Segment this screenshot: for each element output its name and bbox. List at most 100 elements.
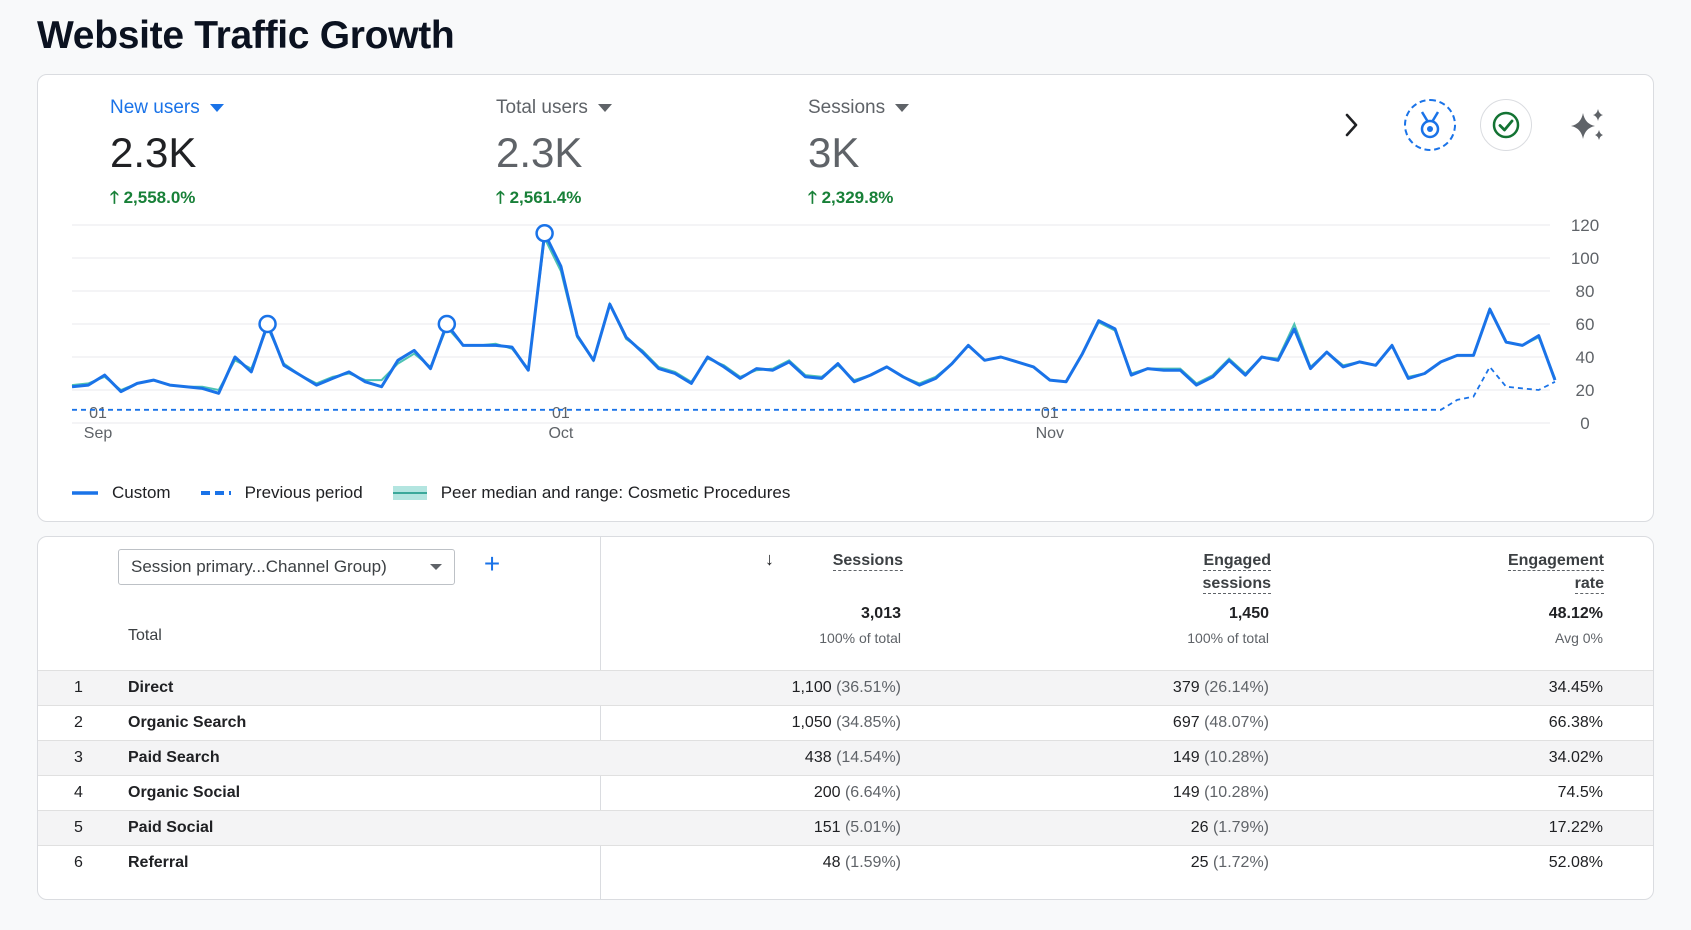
row-rate: 74.5% <box>1557 784 1603 801</box>
table-row[interactable]: 1 Direct 1,100 (36.51%) 379 (26.14%) 34.… <box>38 670 1653 705</box>
check-circle-icon[interactable] <box>1480 99 1532 151</box>
caret-down-icon <box>209 104 224 112</box>
x-tick-day: 01 <box>89 405 107 422</box>
data-point-marker <box>535 224 554 243</box>
legend-previous-period[interactable]: Previous period <box>200 483 363 503</box>
add-dimension-button[interactable]: + <box>483 548 501 579</box>
legend-label: Peer median and range: Cosmetic Procedur… <box>440 483 791 502</box>
channel-table-card: Session primary...Channel Group) + ↓ Ses… <box>37 536 1654 900</box>
header-engagement-rate[interactable]: Engagement rate <box>1507 552 1604 594</box>
data-point-marker <box>258 314 277 334</box>
y-tick-label: 0 <box>1580 414 1589 433</box>
x-tick-day: 01 <box>552 405 570 422</box>
row-index: 5 <box>74 819 83 836</box>
row-rate: 34.02% <box>1548 749 1603 766</box>
y-tick-label: 60 <box>1576 315 1595 334</box>
row-rate: 17.22% <box>1548 819 1603 836</box>
metric-delta: 🡑 2,329.8% <box>808 188 894 207</box>
table-row[interactable]: 6 Referral 48 (1.59%) 25 (1.72%) 52.08% <box>38 845 1653 880</box>
y-tick-label: 40 <box>1576 348 1595 367</box>
table-row[interactable]: 4 Organic Social 200 (6.64%) 149 (10.28%… <box>38 775 1653 810</box>
total-rate: 48.12% <box>1548 605 1603 622</box>
row-index: 2 <box>74 714 83 731</box>
x-tick-month: Oct <box>548 425 573 442</box>
dimension-select-value: Session primary...Channel Group) <box>131 557 387 576</box>
caret-down-icon <box>597 104 612 112</box>
total-engaged-sub: 100% of total <box>1187 630 1269 646</box>
metric-delta: 🡑 2,558.0% <box>110 188 196 207</box>
row-sessions: 48 (1.59%) <box>822 854 901 871</box>
row-engaged: 379 (26.14%) <box>1172 679 1269 696</box>
total-sessions: 3,013 <box>860 605 901 622</box>
x-tick-day: 01 <box>1041 405 1059 422</box>
row-name[interactable]: Paid Search <box>128 749 220 766</box>
row-index: 6 <box>74 854 83 871</box>
traffic-line-chart: 0 20 40 60 80 100 120 01 Sep 01 Oct 01 Nov <box>71 216 1599 442</box>
row-rate: 34.45% <box>1548 679 1603 696</box>
x-tick-month: Sep <box>84 425 113 442</box>
series-line-previous-period <box>72 365 1556 411</box>
metric-total-users[interactable]: Total users 2.3K 🡑 2,561.4% <box>496 97 612 214</box>
y-tick-label: 80 <box>1576 282 1595 301</box>
series-line-custom <box>71 231 1557 395</box>
table-row[interactable]: 5 Paid Social 151 (5.01%) 26 (1.79%) 17.… <box>38 810 1653 845</box>
row-engaged: 25 (1.72%) <box>1190 854 1269 871</box>
row-rate: 52.08% <box>1548 854 1603 871</box>
total-rate-sub: Avg 0% <box>1555 630 1603 646</box>
range-band-swatch <box>392 486 427 500</box>
x-tick-month: Nov <box>1036 425 1064 442</box>
row-engaged: 149 (10.28%) <box>1172 749 1269 766</box>
metric-label: Total users <box>496 97 588 118</box>
table-row[interactable]: 2 Organic Search 1,050 (34.85%) 697 (48.… <box>38 705 1653 740</box>
solid-line-swatch <box>72 491 98 495</box>
total-sessions-sub: 100% of total <box>819 630 901 646</box>
row-name[interactable]: Referral <box>128 854 189 871</box>
dimension-select[interactable]: Session primary...Channel Group) <box>118 549 455 585</box>
row-name[interactable]: Organic Social <box>128 784 241 801</box>
row-sessions: 151 (5.01%) <box>813 819 901 836</box>
total-engaged: 1,450 <box>1228 605 1269 622</box>
row-index: 4 <box>74 784 83 801</box>
metric-label: Sessions <box>808 97 886 118</box>
sort-descending-icon[interactable]: ↓ <box>765 549 774 569</box>
metric-sessions[interactable]: Sessions 3K 🡑 2,329.8% <box>808 97 910 214</box>
row-rate: 66.38% <box>1548 714 1603 731</box>
sparkle-icon[interactable] <box>1562 99 1614 151</box>
metric-value: 3K <box>808 129 860 176</box>
legend-label: Custom <box>112 483 171 502</box>
metric-value: 2.3K <box>496 129 583 176</box>
y-tick-label: 20 <box>1576 381 1595 400</box>
metric-label: New users <box>110 97 200 118</box>
row-sessions: 1,050 (34.85%) <box>791 714 901 731</box>
chevron-right-icon[interactable] <box>1325 99 1377 151</box>
chart-legend: Custom Previous period Peer median and r… <box>72 483 820 503</box>
medal-icon[interactable] <box>1404 99 1456 151</box>
metric-delta: 🡑 2,561.4% <box>496 188 582 207</box>
caret-down-icon <box>895 104 910 112</box>
row-sessions: 438 (14.54%) <box>804 749 901 766</box>
row-sessions: 1,100 (36.51%) <box>791 679 901 696</box>
legend-custom[interactable]: Custom <box>72 483 171 503</box>
metric-new-users[interactable]: New users 2.3K 🡑 2,558.0% <box>110 97 224 214</box>
header-sessions[interactable]: Sessions <box>832 552 903 571</box>
header-engaged-sessions[interactable]: Engaged sessions <box>1202 552 1271 594</box>
legend-peer[interactable]: Peer median and range: Cosmetic Procedur… <box>392 483 791 503</box>
row-engaged: 149 (10.28%) <box>1172 784 1269 801</box>
overview-chart-card: 0 20 40 60 80 100 120 01 Sep 01 Oct 01 Nov New users… <box>37 74 1654 522</box>
row-index: 3 <box>74 749 83 766</box>
column-divider <box>600 537 601 899</box>
dashed-line-swatch <box>200 491 231 495</box>
y-tick-label: 120 <box>1571 216 1599 235</box>
legend-label: Previous period <box>244 483 363 502</box>
caret-down-icon <box>430 564 442 570</box>
metric-value: 2.3K <box>110 129 197 176</box>
row-name[interactable]: Organic Search <box>128 714 247 731</box>
table-row[interactable]: 3 Paid Search 438 (14.54%) 149 (10.28%) … <box>38 740 1653 775</box>
page-title: Website Traffic Growth <box>37 14 455 57</box>
row-sessions: 200 (6.64%) <box>813 784 901 801</box>
total-label: Total <box>128 627 162 644</box>
row-name[interactable]: Paid Social <box>128 819 214 836</box>
row-name[interactable]: Direct <box>128 679 174 696</box>
data-point-marker <box>437 314 457 334</box>
row-engaged: 697 (48.07%) <box>1172 714 1269 731</box>
